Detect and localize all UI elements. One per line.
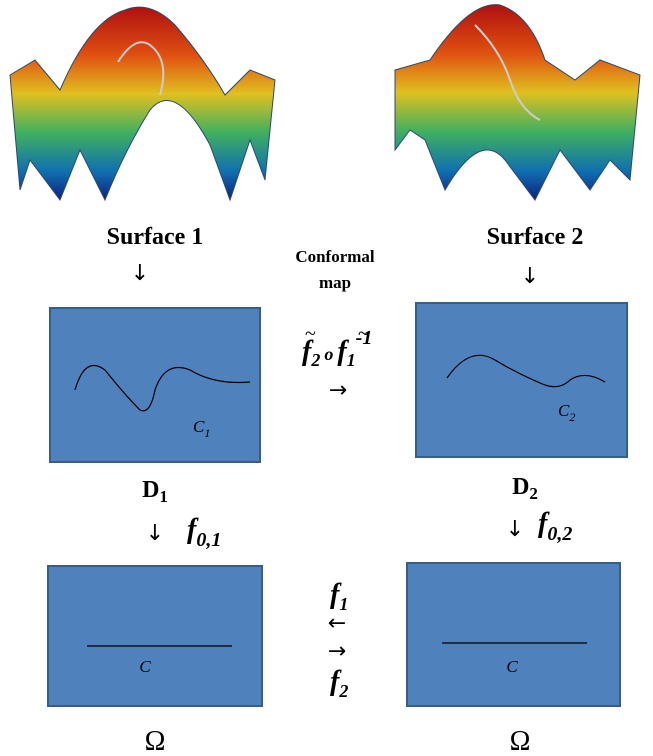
surface-label: Surface 1: [107, 224, 204, 250]
sub: 2: [529, 484, 538, 503]
sub: 1: [159, 487, 168, 506]
surface-1-image: [10, 7, 275, 200]
arrow: ↓: [131, 261, 149, 286]
omega-label: Ω: [145, 726, 166, 756]
arrow: ↓: [146, 521, 164, 546]
curve-name: C: [193, 417, 205, 436]
sub: 2: [338, 681, 348, 701]
map-label: f2: [330, 666, 348, 701]
omega-label: Ω: [510, 726, 531, 756]
domain-label: D1: [142, 477, 168, 506]
d: D: [142, 477, 159, 503]
arrow: ↓: [521, 264, 539, 289]
sub: 0,1: [196, 529, 221, 551]
d: D: [512, 474, 529, 500]
omega-box: [48, 566, 262, 706]
diagram: Surface 1 Surface 2 ↓ ↓ Conformal map C1…: [0, 0, 653, 756]
omega-box: [407, 563, 620, 706]
curve-name: C: [558, 401, 570, 420]
domain-box: [416, 303, 627, 457]
curve-sub: 1: [204, 426, 210, 440]
tilde: ~: [305, 323, 316, 345]
domain-box: [50, 308, 260, 462]
sub: 0,2: [547, 523, 572, 545]
op: o: [324, 344, 333, 364]
curve-label: C: [506, 657, 518, 676]
curve-label: C: [139, 657, 151, 676]
arrow: ↓: [506, 517, 524, 542]
arrow: →: [328, 639, 346, 664]
sub: 2: [310, 350, 320, 370]
surface-2-image: [395, 5, 640, 200]
conformal-label: map: [319, 273, 351, 292]
domain-label: D2: [512, 474, 538, 503]
map-label: f1: [330, 579, 348, 614]
curve-sub: 2: [569, 410, 575, 424]
sub: 1: [347, 350, 356, 370]
arrow: →: [329, 378, 347, 403]
conformal-label: Conformal: [295, 247, 375, 266]
surface-label: Surface 2: [487, 224, 584, 250]
tilde: ~: [358, 323, 369, 345]
arrow: ←: [328, 611, 346, 636]
map-label: f0,1: [187, 514, 221, 551]
map-label: f0,2: [538, 508, 572, 545]
